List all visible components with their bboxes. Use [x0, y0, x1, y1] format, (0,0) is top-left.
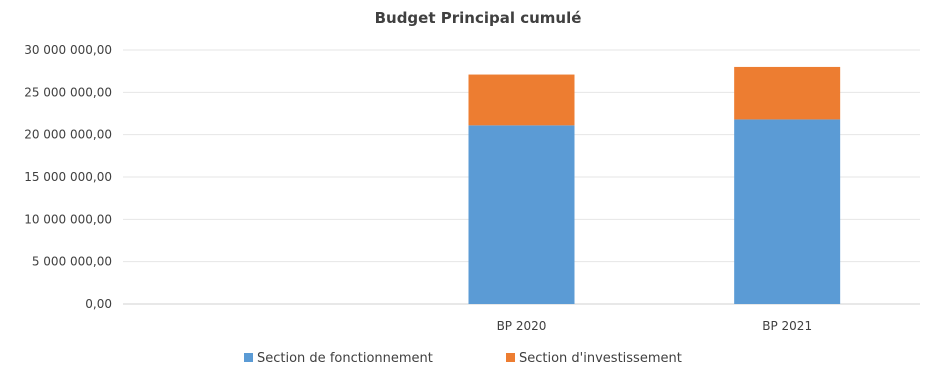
y-tick-label: 15 000 000,00 — [24, 170, 112, 184]
legend-swatch — [506, 353, 515, 362]
y-tick-label: 25 000 000,00 — [24, 85, 112, 99]
y-axis: 0,00 5 000 000,00 10 000 000,00 15 000 000,… — [24, 43, 112, 311]
legend-swatch — [244, 353, 253, 362]
bar-investissement — [468, 74, 575, 126]
y-tick-label: 10 000 000,00 — [24, 212, 112, 226]
legend-label: Section de fonctionnement — [257, 351, 433, 366]
y-tick-label: 0,00 — [85, 297, 112, 311]
bar-fonctionnement — [734, 119, 841, 304]
legend: Section de fonctionnement Section d'inves… — [244, 351, 682, 366]
chart-title: Budget Principal cumulé — [375, 9, 582, 27]
y-tick-label: 30 000 000,00 — [24, 43, 112, 57]
y-tick-label: 5 000 000,00 — [32, 255, 112, 269]
y-tick-label: 20 000 000,00 — [24, 128, 112, 142]
bars — [468, 66, 841, 304]
x-axis: BP 2020 BP 2021 — [497, 319, 812, 333]
bar-investissement — [734, 66, 841, 120]
legend-label: Section d'investissement — [519, 351, 682, 366]
x-tick-label: BP 2020 — [497, 319, 547, 333]
bar-fonctionnement — [468, 125, 575, 304]
x-tick-label: BP 2021 — [762, 319, 812, 333]
